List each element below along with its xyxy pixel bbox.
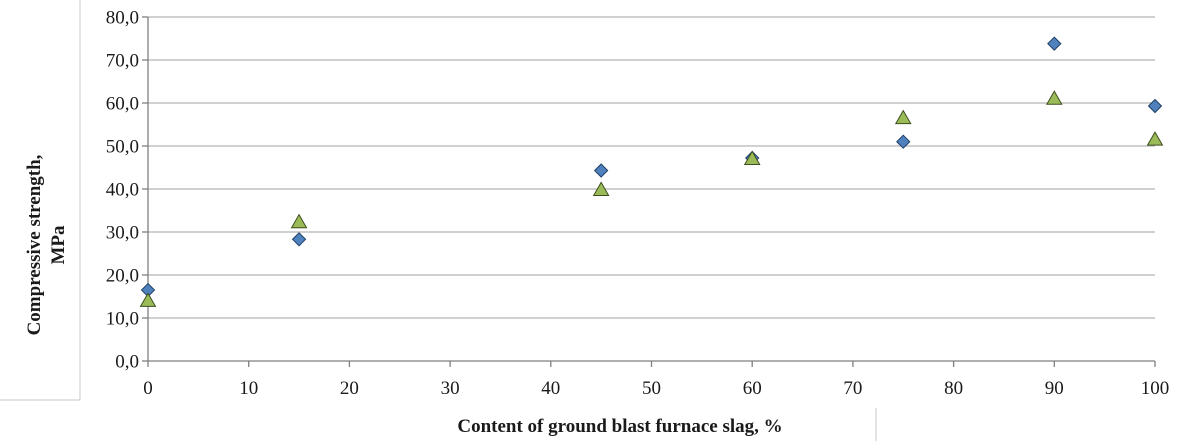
x-tick-label: 40 bbox=[541, 378, 560, 399]
y-axis-title-line-2: MPa bbox=[48, 225, 69, 265]
x-axis-title: Content of ground blast furnace slag, % bbox=[457, 416, 782, 437]
y-tick-label: 10,0 bbox=[106, 309, 139, 330]
y-axis-title-line-1: Compressive strength, bbox=[24, 154, 45, 335]
y-tick-label: 30,0 bbox=[106, 223, 139, 244]
y-tick-label: 0,0 bbox=[115, 352, 139, 373]
data-point-triangle bbox=[894, 109, 912, 125]
y-tick-label: 50,0 bbox=[106, 137, 139, 158]
x-tick-label: 20 bbox=[340, 378, 359, 399]
x-tick-label: 100 bbox=[1141, 378, 1170, 399]
data-point-diamond bbox=[896, 134, 911, 149]
data-point-triangle bbox=[743, 150, 761, 166]
y-tick-label: 60,0 bbox=[106, 94, 139, 115]
x-tick-labels: 0 10 20 30 40 50 60 70 80 90 100 bbox=[143, 378, 1169, 399]
y-tick-label: 40,0 bbox=[106, 180, 139, 201]
data-point-diamond bbox=[1047, 36, 1062, 51]
data-point-triangle bbox=[1146, 131, 1164, 146]
x-tick-label: 50 bbox=[642, 378, 661, 399]
x-tick-label: 60 bbox=[743, 378, 762, 399]
x-tick-label: 80 bbox=[944, 378, 963, 399]
data-point-triangle bbox=[290, 213, 308, 229]
y-tick-labels: 0,0 10,0 20,0 30,0 40,0 50,0 60,0 70,0 80,0 bbox=[106, 8, 139, 373]
x-tick-label: 10 bbox=[239, 378, 258, 399]
y-tick-label: 70,0 bbox=[106, 51, 139, 72]
y-tick-label: 80,0 bbox=[106, 8, 139, 29]
x-tick-label: 70 bbox=[843, 378, 862, 399]
gridlines bbox=[148, 16, 1155, 319]
data-points bbox=[139, 36, 1164, 307]
x-tick-label: 30 bbox=[441, 378, 460, 399]
axis-titles: Content of ground blast furnace slag, % … bbox=[24, 154, 783, 437]
data-point-diamond bbox=[593, 163, 609, 178]
x-tick-label: 0 bbox=[143, 378, 153, 399]
image-border-lines bbox=[0, 0, 877, 441]
data-point-triangle bbox=[592, 181, 610, 196]
x-tick-label: 90 bbox=[1045, 378, 1064, 399]
data-point-diamond bbox=[291, 232, 307, 247]
data-point-triangle bbox=[1045, 90, 1063, 105]
data-point-diamond bbox=[1147, 98, 1163, 114]
data-point-triangle bbox=[139, 292, 157, 307]
y-tick-label: 20,0 bbox=[106, 266, 139, 287]
axes bbox=[142, 16, 1156, 367]
